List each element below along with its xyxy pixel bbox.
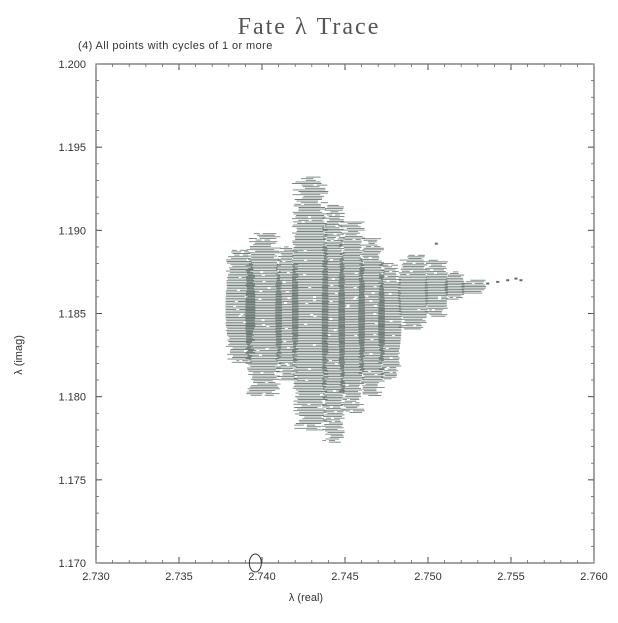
y-tick-label: 1.185 xyxy=(58,309,86,321)
x-tick-label: 2.750 xyxy=(414,571,442,583)
y-tick-label: 1.180 xyxy=(58,392,86,404)
isolated-point xyxy=(486,282,490,285)
isolated-point xyxy=(506,279,510,282)
y-axis-label: λ (imag) xyxy=(13,335,25,375)
x-tick-label: 2.760 xyxy=(580,571,608,583)
y-tick-label: 1.190 xyxy=(58,225,86,237)
x-tick-label: 2.740 xyxy=(248,571,276,583)
chart-subtitle: (4) All points with cycles of 1 or more xyxy=(78,40,273,52)
x-tick-label: 2.730 xyxy=(82,571,110,583)
x-tick-label: 2.735 xyxy=(165,571,193,583)
x-tick-label: 2.755 xyxy=(497,571,525,583)
scatter-points xyxy=(225,176,523,443)
isolated-point xyxy=(496,280,500,283)
axis-labels: λ (real) λ (imag) xyxy=(13,335,323,604)
y-tick-label: 1.200 xyxy=(58,59,86,71)
y-tick-label: 1.195 xyxy=(58,142,86,154)
x-tick-label: 2.745 xyxy=(331,571,359,583)
isolated-point xyxy=(519,279,523,282)
chart-title: Fate λ Trace xyxy=(237,14,381,40)
isolated-point xyxy=(514,277,518,280)
circled-tick-annotation xyxy=(248,553,262,573)
y-tick-label: 1.170 xyxy=(58,558,86,570)
isolated-point xyxy=(434,242,438,245)
y-tick-label: 1.175 xyxy=(58,475,86,487)
x-axis-label: λ (real) xyxy=(289,592,323,604)
axis-ticks: 2.730 2.735 2.740 2.745 2.750 2.755 2.760 1.170… xyxy=(58,59,607,583)
